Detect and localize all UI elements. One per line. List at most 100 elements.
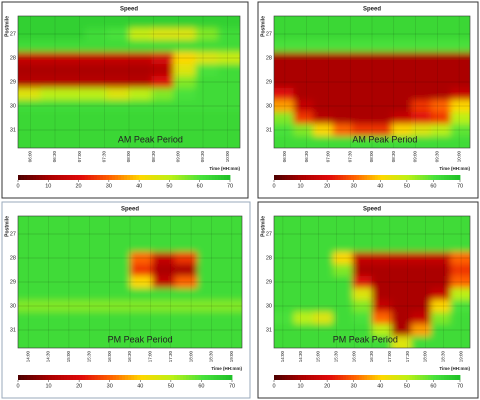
colorbar-segment bbox=[396, 175, 400, 180]
x-tick-label: 19:00 bbox=[229, 351, 234, 363]
colorbar-segment bbox=[449, 175, 453, 180]
colorbar-segment bbox=[73, 375, 77, 380]
heatmap-cell bbox=[352, 112, 373, 125]
heatmap-cell bbox=[293, 264, 314, 277]
heatmap-cell bbox=[219, 288, 242, 301]
colorbar-segment bbox=[414, 375, 418, 380]
heatmap-cell bbox=[18, 288, 41, 301]
colorbar-segment bbox=[274, 375, 278, 380]
colorbar-segment bbox=[208, 175, 213, 180]
heatmap-cell bbox=[450, 28, 470, 41]
colorbar-segment bbox=[444, 375, 448, 380]
heatmap-cell bbox=[129, 64, 152, 77]
colorbar-segment bbox=[359, 375, 363, 380]
heatmap-cell bbox=[274, 64, 295, 77]
heatmap-cell bbox=[129, 88, 152, 101]
heatmap-cell bbox=[195, 64, 219, 77]
heatmap-cell bbox=[40, 76, 63, 89]
heatmap-cell bbox=[332, 124, 353, 137]
heatmap-cell bbox=[274, 264, 295, 277]
heatmap-cells bbox=[274, 16, 470, 148]
x-tick-label: 16:00 bbox=[351, 351, 356, 363]
colorbar-segment bbox=[223, 175, 228, 180]
colorbar-segment bbox=[140, 375, 144, 380]
heatmap-cell bbox=[173, 100, 197, 113]
colorbar-tick-label: 40 bbox=[137, 383, 143, 389]
colorbar-tick-label: 20 bbox=[76, 383, 82, 389]
heatmap-cell bbox=[274, 312, 295, 325]
heatmap-cell bbox=[18, 40, 41, 53]
heatmap-cell bbox=[40, 252, 64, 265]
colorbar-tick-label: 60 bbox=[197, 183, 203, 189]
heatmap-cell bbox=[18, 16, 41, 29]
x-tick-label: 09:00 bbox=[413, 151, 418, 163]
heatmap-cell bbox=[18, 76, 41, 89]
heatmap-cell bbox=[391, 40, 412, 53]
colorbar-segment bbox=[51, 175, 55, 180]
x-tick-label: 06:30 bbox=[304, 151, 309, 163]
colorbar-segment bbox=[420, 175, 424, 180]
heatmap-cell bbox=[430, 276, 451, 289]
heatmap-cell bbox=[411, 240, 432, 253]
colorbar-segment bbox=[345, 175, 349, 180]
heatmap-cell bbox=[411, 52, 432, 65]
heatmap-cell bbox=[173, 136, 197, 148]
heatmap-cell bbox=[106, 64, 130, 77]
heatmap-cell bbox=[411, 88, 432, 101]
heatmap-cell bbox=[293, 124, 314, 137]
colorbar-segment bbox=[297, 375, 301, 380]
colorbar-segment bbox=[88, 375, 92, 380]
heatmap-cell bbox=[332, 312, 353, 325]
x-tick-label: 07:30 bbox=[102, 151, 107, 163]
heatmap-cell bbox=[217, 28, 240, 41]
heatmap-cell bbox=[430, 216, 451, 229]
heatmap-cell bbox=[352, 64, 373, 77]
heatmap-cell bbox=[152, 252, 176, 265]
colorbar-segment bbox=[136, 175, 140, 180]
colorbar-segment bbox=[69, 375, 74, 380]
x-tick-label: 15:30 bbox=[86, 351, 91, 363]
heatmap-cell bbox=[411, 64, 432, 77]
colorbar-segment bbox=[351, 375, 355, 380]
heatmap-cell bbox=[332, 136, 353, 148]
heatmap-area bbox=[18, 16, 240, 148]
heatmap-cell bbox=[430, 100, 451, 113]
y-axis-label: Postmile bbox=[4, 216, 10, 237]
heatmap-cell bbox=[450, 276, 470, 289]
heatmap-cell bbox=[293, 300, 314, 313]
colorbar-segment bbox=[308, 375, 312, 380]
heatmap-cell bbox=[18, 64, 41, 77]
colorbar-segment bbox=[396, 375, 400, 380]
colorbar-segment bbox=[319, 175, 323, 180]
colorbar-segment bbox=[340, 175, 344, 180]
heatmap-cell bbox=[219, 312, 242, 325]
colorbar-segment bbox=[401, 175, 405, 180]
plot-frame bbox=[273, 215, 471, 349]
colorbar-segment bbox=[172, 175, 176, 180]
colorbar-segment bbox=[380, 175, 384, 180]
y-tick-label: 27 bbox=[10, 231, 16, 237]
heatmap-cells bbox=[274, 216, 470, 348]
heatmap-cell bbox=[151, 124, 174, 137]
heatmap-cell bbox=[62, 264, 86, 277]
heatmap-cell bbox=[332, 88, 353, 101]
heatmap-cell bbox=[411, 264, 432, 277]
y-tick-label: 30 bbox=[266, 103, 272, 109]
heatmap-cell bbox=[430, 324, 451, 337]
heatmap-cell bbox=[411, 324, 432, 337]
colorbar-segment bbox=[128, 375, 132, 380]
colorbar-segment bbox=[361, 375, 365, 380]
heatmap-cell bbox=[174, 300, 198, 313]
heatmap-cell bbox=[195, 28, 219, 41]
heatmap-cell bbox=[217, 136, 240, 148]
heatmap-cell bbox=[352, 16, 373, 29]
heatmap-cell bbox=[18, 264, 41, 277]
heatmap-cell bbox=[62, 100, 86, 113]
heatmap-cell bbox=[313, 52, 334, 65]
heatmap-cell bbox=[106, 40, 130, 53]
y-axis-label: Postmile bbox=[4, 16, 10, 37]
colorbar-segment bbox=[69, 175, 73, 180]
heatmap-cell bbox=[40, 288, 64, 301]
heatmap-cell bbox=[391, 64, 412, 77]
